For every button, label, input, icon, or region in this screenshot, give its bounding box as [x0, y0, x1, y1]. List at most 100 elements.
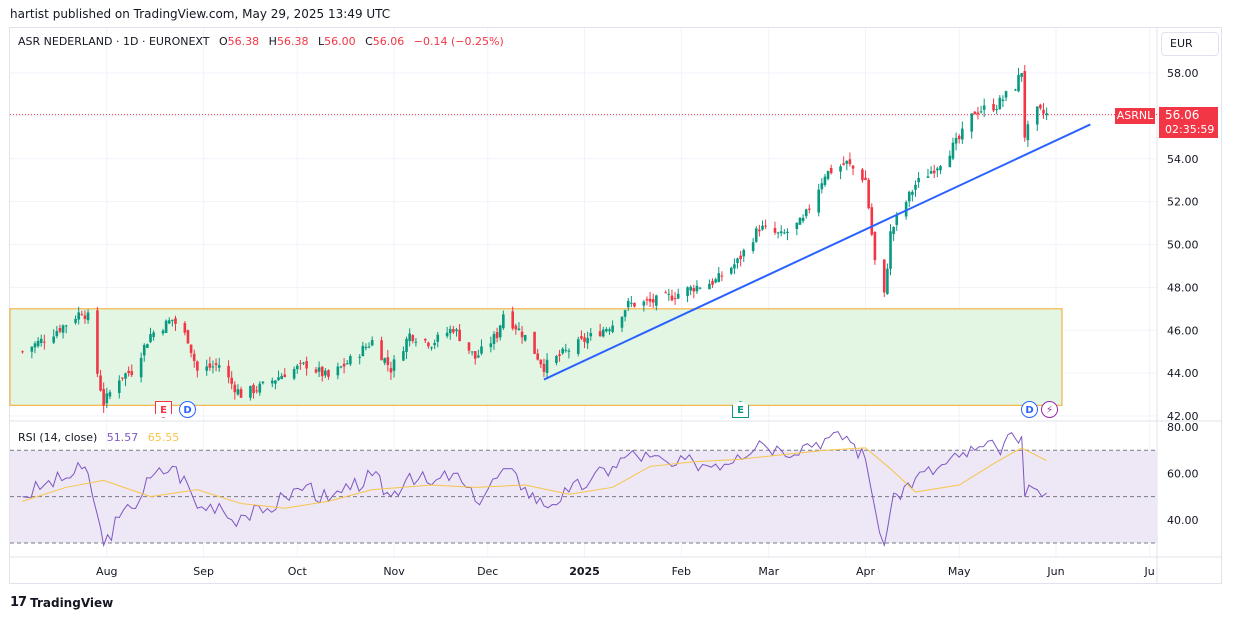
candle-up [1026, 124, 1030, 141]
candle-down [43, 341, 46, 343]
close-value: 56.06 [372, 35, 405, 48]
candle-up [470, 351, 474, 353]
rsi-axis-layer: 80.00 60.00 40.00 [1167, 421, 1199, 527]
candle-down [864, 177, 867, 181]
candle-up [1020, 73, 1023, 77]
candle-down [495, 332, 499, 339]
candle-down [452, 329, 455, 333]
candle-up [589, 333, 593, 337]
candle-down [842, 163, 845, 165]
candle-up [139, 357, 143, 378]
candle-down [520, 331, 524, 338]
candle-down [21, 351, 24, 353]
trendline-layer [543, 123, 1091, 381]
candle-down [673, 298, 677, 300]
candle-up [171, 319, 174, 321]
candle-up [982, 105, 986, 110]
candle-up [405, 338, 408, 352]
candle-up [436, 334, 440, 342]
candle-up [642, 301, 646, 306]
candle-up [430, 347, 433, 349]
candle-up [936, 168, 939, 171]
candle-down [327, 370, 330, 377]
candle-up [1004, 91, 1008, 98]
time-tick-label: Apr [856, 565, 876, 578]
candle-up [77, 312, 80, 320]
candle-down [230, 377, 233, 384]
candle-down [598, 331, 602, 337]
candle-up [236, 389, 240, 395]
change-value: −0.14 (−0.25%) [413, 35, 504, 48]
candle-down [957, 135, 961, 140]
close-label: C [365, 35, 373, 48]
symbol-legend[interactable]: ASR NEDERLAND · 1D · EURONEXT O56.38 H56… [18, 35, 504, 48]
candle-up [1017, 74, 1020, 92]
candle-up [708, 283, 711, 290]
candle-up [358, 356, 362, 358]
candle-up [339, 366, 343, 368]
candle-up [217, 365, 221, 368]
candle-up [676, 293, 680, 299]
tradingview-logo-icon: 17 [10, 595, 27, 610]
candle-up [823, 176, 827, 185]
dividend-event-badge[interactable]: D [1021, 401, 1038, 418]
candle-up [564, 349, 568, 351]
currency-button[interactable]: EUR [1161, 32, 1219, 56]
earnings-event-badge[interactable]: E [732, 401, 749, 418]
candle-down [121, 377, 124, 379]
candle-up [576, 339, 580, 354]
candle-up [480, 346, 483, 354]
candle-down [664, 292, 668, 294]
candle-up [477, 355, 480, 358]
candle-up [161, 330, 165, 334]
candle-up [492, 333, 496, 344]
candle-up [146, 344, 149, 348]
candle-up [605, 328, 608, 332]
candle-up [904, 202, 908, 217]
split-event-badge[interactable]: ⚡ [1041, 401, 1058, 418]
last-price-value: 56.06 [1165, 108, 1200, 122]
candle-down [867, 179, 870, 209]
rsi-ma-line [22, 447, 1047, 509]
candle-up [167, 320, 171, 324]
last-price-box: 56.06 02:35:59 [1159, 107, 1218, 138]
candle-up [117, 380, 121, 393]
candle-up [714, 279, 717, 283]
rsi-ma-value: 65.55 [147, 431, 180, 444]
rsi-title: RSI (14, close) [18, 431, 98, 444]
candle-down [976, 112, 980, 115]
time-tick-label: Feb [672, 565, 691, 578]
candle-up [979, 111, 983, 113]
candle-up [667, 293, 671, 295]
price-tick-label: 58.00 [1167, 67, 1199, 80]
footer-brand[interactable]: 17 TradingView [10, 595, 113, 610]
time-tick-label: Dec [477, 565, 498, 578]
candle-up [61, 325, 65, 333]
candle-up [149, 334, 152, 343]
candle-up [370, 340, 374, 346]
candle-down [533, 331, 536, 354]
candle-up [36, 340, 40, 347]
publisher-note: hartist published on TradingView.com, Ma… [10, 7, 391, 21]
open-label: O [219, 35, 228, 48]
price-tick-label: 48.00 [1167, 281, 1199, 294]
rsi-legend[interactable]: RSI (14, close) 51.57 65.55 [18, 431, 179, 444]
candles-layer [21, 65, 1048, 413]
time-tick-label: 2025 [569, 565, 600, 578]
candle-down [764, 225, 767, 227]
candle-up [545, 359, 549, 374]
rsi-tick-label: 80.00 [1167, 421, 1199, 434]
dividend-event-badge[interactable]: D [179, 401, 196, 418]
candle-up [211, 366, 215, 368]
candle-down [233, 384, 237, 393]
rsi-tick-label: 60.00 [1167, 467, 1199, 480]
candle-up [86, 312, 90, 321]
trendline [543, 123, 1091, 381]
candle-up [517, 328, 521, 331]
candle-down [473, 351, 477, 359]
candle-up [555, 355, 558, 363]
candle-up [74, 318, 77, 323]
earnings-event-badge[interactable]: E [155, 401, 172, 418]
candle-up [448, 329, 452, 334]
